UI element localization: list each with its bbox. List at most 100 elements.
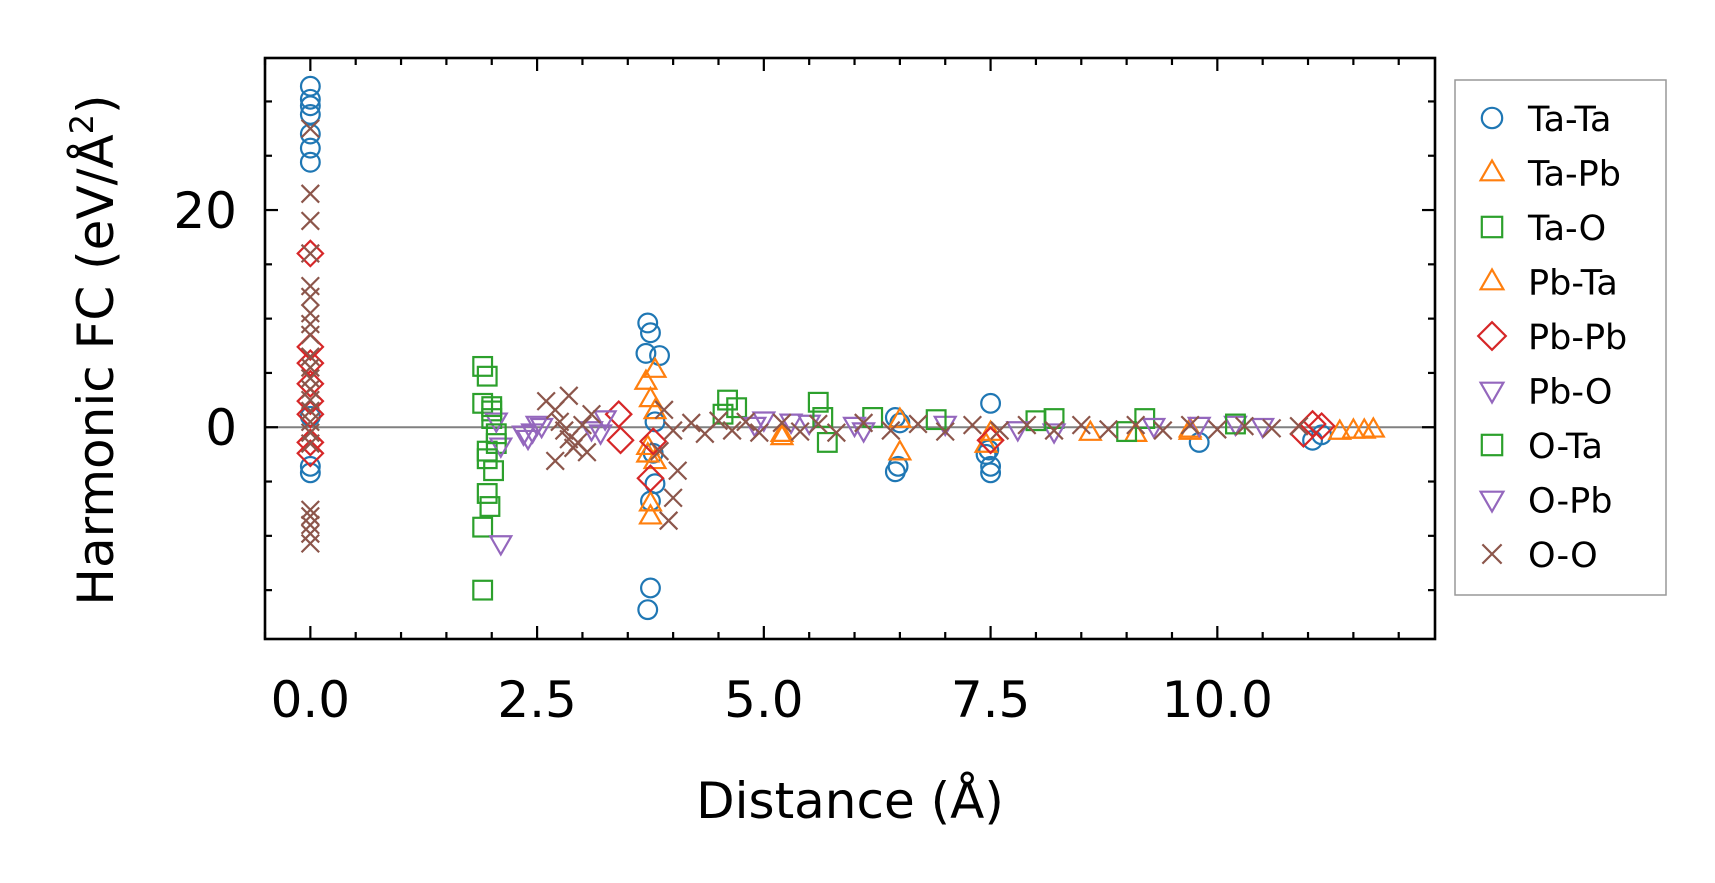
data-point (884, 461, 906, 483)
data-point (808, 414, 828, 434)
data-point (769, 423, 795, 446)
data-point (976, 426, 1005, 455)
data-point (772, 413, 792, 433)
data-point (479, 496, 501, 517)
data-point (736, 412, 756, 432)
data-point (581, 404, 602, 424)
data-point (640, 577, 661, 599)
series-o-o (300, 119, 1309, 554)
data-point (908, 414, 928, 434)
data-point (300, 184, 320, 204)
data-point (299, 137, 321, 159)
legend-item: O-Pb (1478, 482, 1612, 522)
data-point (300, 533, 320, 554)
data-point (1341, 417, 1366, 439)
data-point (649, 441, 670, 461)
data-point (472, 516, 494, 538)
data-point (300, 325, 320, 345)
legend-marker (1476, 320, 1508, 352)
data-point (300, 524, 320, 544)
data-point (640, 490, 661, 512)
data-point (1041, 423, 1067, 445)
data-point (300, 506, 320, 526)
legend-marker (1478, 381, 1506, 405)
data-point (708, 411, 729, 431)
legend: Ta-Ta Ta-Pb Ta-O Pb-Ta Pb-Pb Pb-O O-Ta O-Pb O-O (1454, 79, 1667, 596)
data-point (663, 488, 683, 508)
data-point (481, 396, 503, 418)
data-points-layer (296, 75, 1386, 621)
y-axis-title-main: Harmonic FC (eV/Å (67, 134, 125, 605)
data-point (1017, 415, 1037, 435)
data-point (1098, 419, 1119, 439)
data-point (644, 411, 666, 433)
data-point (299, 88, 321, 110)
data-point (887, 439, 913, 461)
data-point (1225, 413, 1246, 435)
data-point (816, 431, 838, 453)
data-point (881, 420, 901, 441)
data-point (300, 211, 320, 231)
data-point (659, 511, 679, 531)
data-point (790, 422, 810, 442)
legend-label: O-O (1528, 536, 1598, 576)
data-point (485, 423, 507, 445)
data-point (483, 460, 505, 482)
data-point (1262, 418, 1282, 438)
legend-item: Ta-Pb (1478, 155, 1621, 195)
data-point (296, 439, 325, 468)
data-point (296, 428, 325, 457)
data-point (980, 455, 1002, 477)
data-point (1180, 415, 1200, 435)
data-point (1153, 420, 1173, 441)
data-point (529, 417, 554, 440)
legend-label: Pb-O (1528, 373, 1612, 413)
data-point (511, 425, 536, 447)
data-point (826, 423, 846, 443)
tick-labels-layer: 0.0 2.5 5.0 7.5 10.0 0 20 (173, 182, 1273, 729)
data-point (642, 356, 668, 378)
legend-item: Pb-O (1478, 373, 1612, 413)
data-point (935, 422, 955, 442)
data-point (588, 424, 613, 446)
legend-item: Pb-Ta (1478, 264, 1618, 304)
data-point (769, 420, 795, 442)
legend-label: O-Ta (1528, 427, 1603, 467)
legend-label: O-Pb (1528, 482, 1612, 522)
data-point (635, 342, 657, 364)
legend-item: Ta-Ta (1480, 100, 1611, 140)
data-point (488, 437, 514, 459)
data-point (300, 119, 320, 139)
legend-marker (1478, 158, 1506, 182)
data-point (476, 448, 498, 470)
data-point (524, 415, 550, 438)
data-point (812, 407, 834, 428)
data-point (1327, 418, 1353, 440)
data-point (1071, 415, 1091, 435)
data-point (472, 579, 494, 601)
x-tick-label: 7.5 (951, 671, 1031, 729)
data-point (854, 413, 874, 433)
data-point (476, 365, 498, 387)
data-point (887, 406, 913, 428)
y-tick-label: 0 (205, 399, 237, 457)
data-point (638, 503, 663, 525)
data-point (1025, 410, 1047, 432)
x-tick-label: 2.5 (497, 671, 577, 729)
data-point (749, 423, 769, 443)
data-point (300, 433, 320, 454)
series-o-pb (511, 415, 1212, 447)
x-axis-title: Distance (Å) (696, 772, 1004, 830)
data-point (980, 462, 1002, 484)
ticks-layer (263, 58, 1435, 639)
y-axis-title-sup: 2 (63, 114, 101, 134)
data-point (476, 483, 498, 504)
series-o-ta (476, 396, 1246, 470)
data-point (638, 427, 668, 456)
data-point (488, 535, 514, 557)
data-point (1289, 416, 1309, 436)
data-point (962, 415, 983, 435)
data-point (1044, 420, 1064, 441)
series-pb-o (483, 410, 1276, 557)
